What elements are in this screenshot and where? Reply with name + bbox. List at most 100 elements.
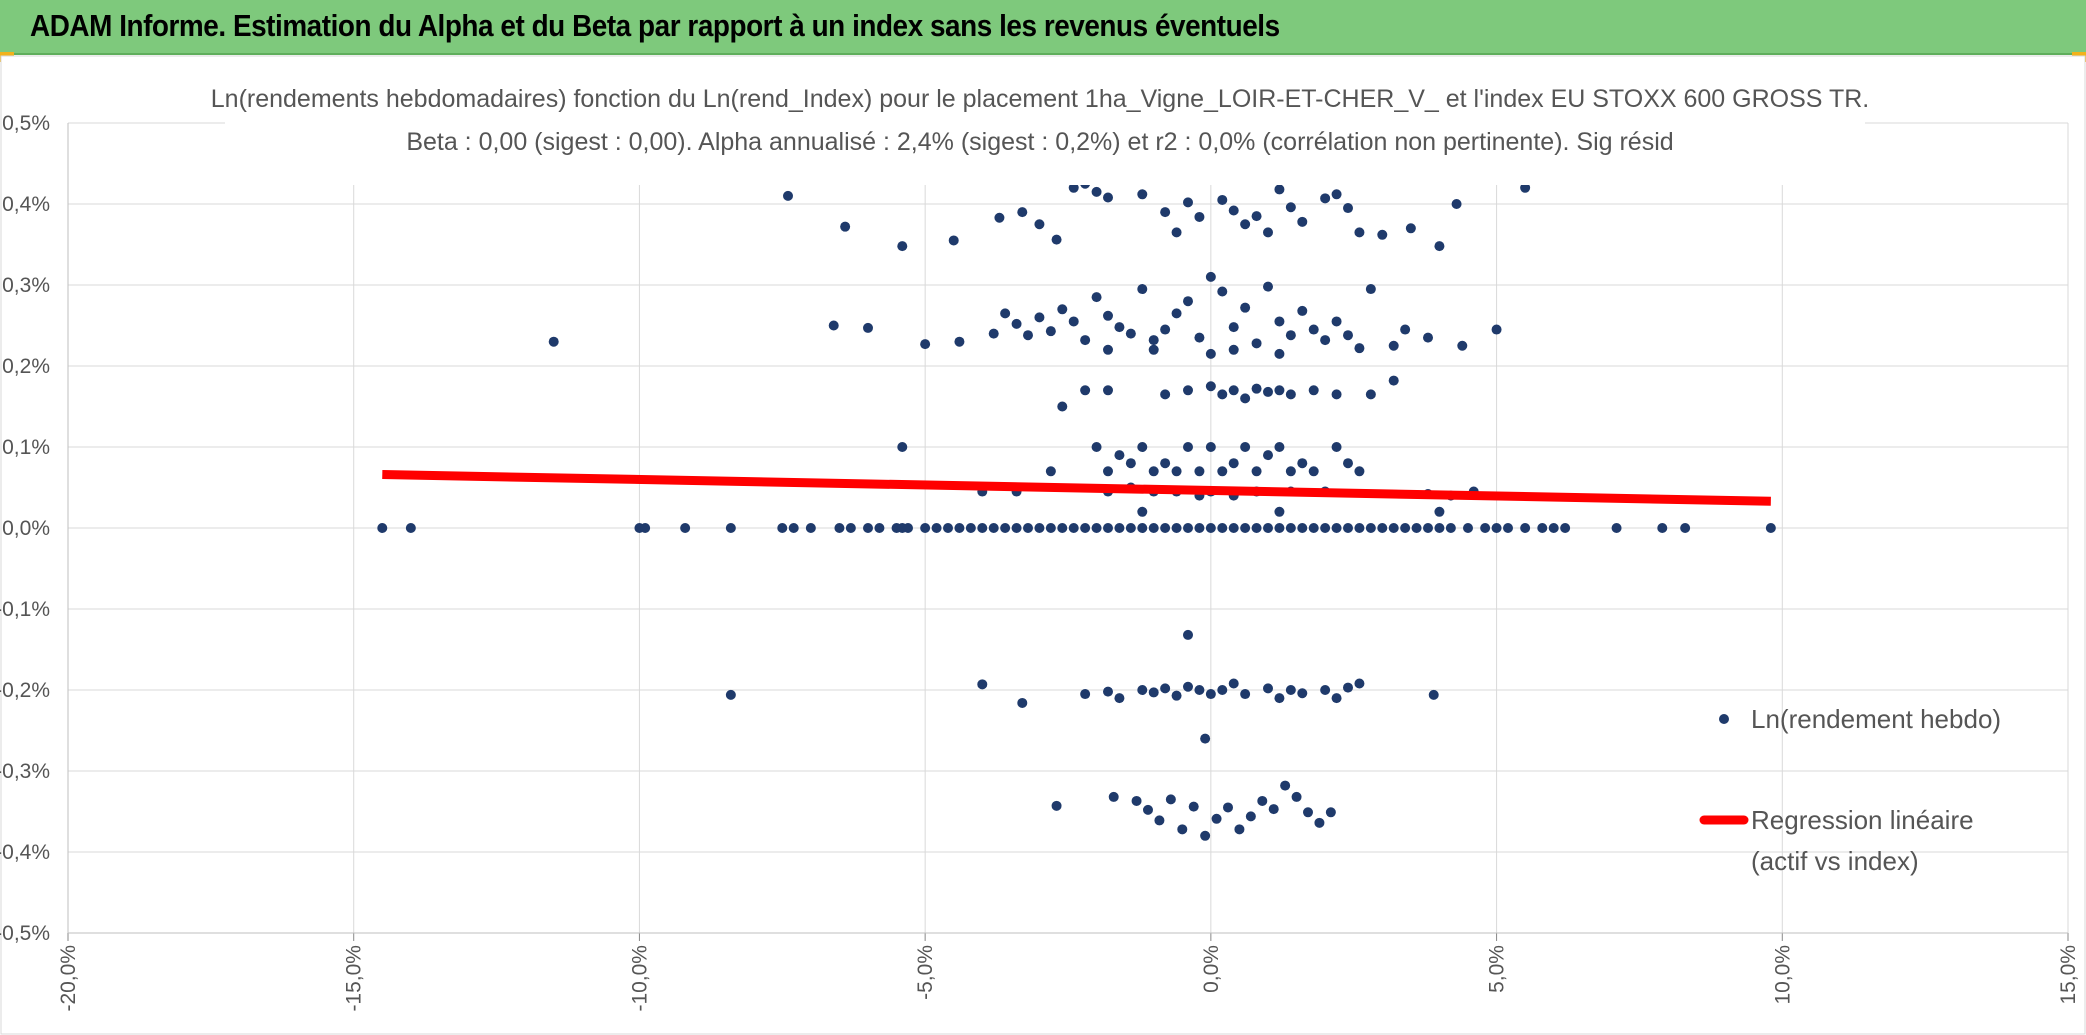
legend-line-label-1: Regression linéaire <box>1751 805 1974 835</box>
data-point <box>1251 383 1262 394</box>
data-point <box>783 190 793 201</box>
data-point <box>1285 685 1296 695</box>
data-point <box>1491 324 1502 335</box>
y-tick-label: 0,3% <box>2 274 50 297</box>
data-point <box>1251 338 1262 349</box>
data-point <box>1343 203 1353 214</box>
data-point <box>1297 688 1308 699</box>
data-point <box>1057 304 1068 315</box>
data-point <box>1068 316 1079 327</box>
data-point <box>1303 807 1313 818</box>
data-point <box>1205 442 1216 452</box>
data-point <box>1240 219 1251 230</box>
data-point <box>1160 458 1171 469</box>
data-point <box>954 523 965 533</box>
legend-points-label: Ln(rendement hebdo) <box>1751 704 2001 734</box>
data-point <box>1137 189 1148 200</box>
data-point <box>1200 830 1211 841</box>
data-point <box>1160 523 1171 533</box>
data-point <box>1091 292 1102 303</box>
data-point <box>834 523 845 533</box>
data-point <box>1388 523 1399 533</box>
x-tick-label: -15,0% <box>343 945 366 1012</box>
data-point <box>1034 523 1045 533</box>
data-point <box>1765 523 1776 533</box>
data-point <box>1011 318 1022 329</box>
data-point <box>1217 466 1228 477</box>
data-point <box>1068 523 1079 533</box>
data-point <box>1045 326 1056 337</box>
data-point <box>1285 330 1296 341</box>
data-point <box>1091 523 1102 533</box>
data-point <box>1223 802 1233 813</box>
data-point <box>1354 466 1365 477</box>
chart-subtitle: Beta : 0,00 (sigest : 0,00). Alpha annua… <box>406 128 1673 156</box>
y-tick-label: -0,1% <box>0 598 50 621</box>
data-point <box>1000 308 1011 319</box>
legend-point-marker <box>1719 714 1729 724</box>
data-point <box>1377 523 1388 533</box>
data-point <box>1217 685 1228 695</box>
data-point <box>1171 308 1182 319</box>
legend-line-label-2: (actif vs index) <box>1751 846 1919 876</box>
data-point <box>1103 466 1113 477</box>
data-point <box>1165 794 1176 805</box>
data-point <box>1114 450 1125 461</box>
data-point <box>1388 375 1399 386</box>
data-point <box>1103 686 1113 697</box>
y-tick-label: -0,3% <box>0 760 50 783</box>
data-point <box>1148 335 1159 346</box>
data-point <box>1103 344 1113 355</box>
data-point <box>1217 523 1228 533</box>
data-point <box>640 523 651 533</box>
data-point <box>1023 330 1033 341</box>
data-point <box>1560 523 1571 533</box>
data-point <box>1034 312 1045 323</box>
data-point <box>1068 182 1079 193</box>
x-tick-label: 10,0% <box>1771 945 1794 1005</box>
data-point <box>1171 466 1182 477</box>
data-point <box>1080 385 1091 396</box>
data-point <box>1263 523 1273 533</box>
data-point <box>1343 458 1353 469</box>
y-tick-label: 0,4% <box>2 193 50 216</box>
legend: Ln(rendement hebdo) Regression linéaire … <box>1699 704 2001 876</box>
data-point <box>1154 815 1165 826</box>
data-point <box>1354 678 1365 689</box>
data-point <box>1537 523 1548 533</box>
data-point <box>1251 523 1262 533</box>
data-point <box>1057 401 1068 412</box>
data-point <box>1034 219 1045 230</box>
data-point <box>1263 227 1273 238</box>
data-point <box>1080 689 1091 700</box>
data-point <box>1331 389 1342 400</box>
data-point <box>1125 458 1136 469</box>
data-point <box>1194 332 1205 343</box>
data-point <box>1125 328 1136 339</box>
data-point <box>1148 344 1159 355</box>
title-banner: ADAM Informe. Estimation du Alpha et du … <box>0 0 2086 55</box>
data-point <box>1228 523 1239 533</box>
data-point <box>1051 234 1062 245</box>
data-point <box>1354 227 1365 238</box>
data-point <box>1343 523 1353 533</box>
data-point <box>920 339 931 350</box>
data-point <box>845 523 856 533</box>
data-point <box>1228 322 1239 333</box>
data-point <box>548 336 559 347</box>
data-point <box>1274 442 1285 452</box>
data-point <box>1434 523 1445 533</box>
data-point <box>1354 343 1365 354</box>
data-point <box>1445 523 1456 533</box>
data-point <box>1434 241 1445 252</box>
data-point <box>1148 466 1159 477</box>
data-point <box>1331 693 1342 704</box>
data-point <box>1274 316 1285 327</box>
data-point <box>1257 795 1268 806</box>
data-point <box>1137 523 1148 533</box>
data-point <box>1228 205 1239 216</box>
data-point <box>1423 523 1433 533</box>
data-point <box>1331 316 1342 327</box>
data-point <box>863 322 873 333</box>
data-point <box>1160 683 1171 694</box>
